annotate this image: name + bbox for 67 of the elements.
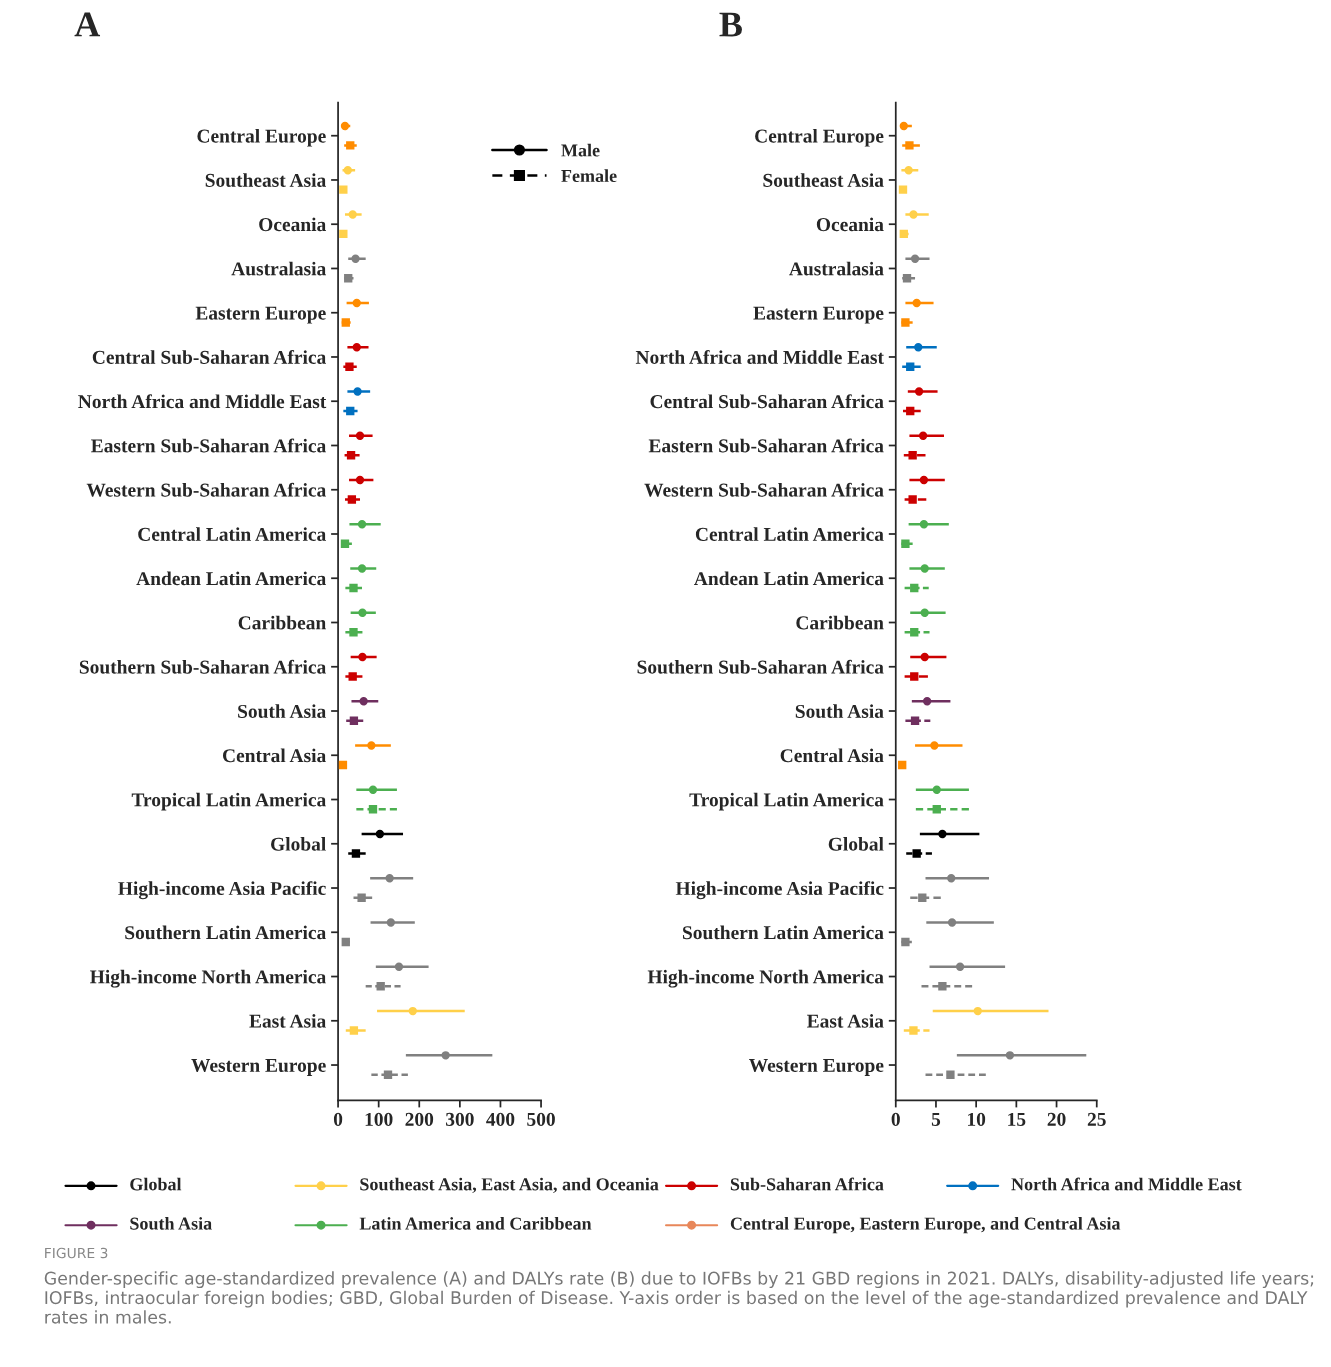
y-tick-label: Western Sub-Saharan Africa xyxy=(86,482,326,497)
y-tick-label: North Africa and Middle East xyxy=(78,394,327,409)
x-tick-label: 200 xyxy=(405,1112,434,1126)
y-tick-label: Western Sub-Saharan Africa xyxy=(644,482,884,497)
y-tick-label: Southern Sub-Saharan Africa xyxy=(79,659,326,674)
y-tick-label: Southeast Asia xyxy=(763,173,884,187)
x-tick-label: 15 xyxy=(1008,1112,1026,1126)
legend-label: Male xyxy=(561,143,600,157)
y-tick-label: Central Europe xyxy=(755,128,884,147)
x-tick-label: 25 xyxy=(1087,1112,1106,1126)
y-tick-label: Eastern Europe xyxy=(753,306,884,324)
chart-title: B xyxy=(719,12,742,37)
x-tick-label: 10 xyxy=(967,1112,986,1126)
category-label: Southeast Asia, East Asia, and Oceania xyxy=(360,1177,659,1194)
y-tick-label: Central Latin America xyxy=(138,527,326,541)
category-label: Latin America and Caribbean xyxy=(359,1216,592,1230)
x-tick-label: 0 xyxy=(333,1112,343,1126)
legend-label: Female xyxy=(561,169,617,183)
x-tick-label: 500 xyxy=(527,1112,555,1126)
y-tick-label: Caribbean xyxy=(238,615,326,630)
x-tick-label: 300 xyxy=(446,1112,474,1126)
y-tick-label: Southern Latin America xyxy=(125,925,326,940)
y-tick-label: Andean Latin America xyxy=(694,571,884,586)
y-tick-label: Australasia xyxy=(789,261,884,276)
x-tick-label: 20 xyxy=(1047,1112,1066,1126)
y-tick-label: South Asia xyxy=(795,704,884,718)
y-tick-label: High-income North America xyxy=(90,969,326,988)
y-tick-label: Global xyxy=(271,837,326,851)
category-label: North Africa and Middle East xyxy=(1011,1177,1242,1191)
y-tick-label: Southern Sub-Saharan Africa xyxy=(637,659,884,674)
y-tick-label: Tropical Latin America xyxy=(689,792,884,811)
caption: FIGURE 3 xyxy=(45,1247,108,1259)
y-tick-label: Southern Latin America xyxy=(682,925,884,940)
y-tick-label: Central Asia xyxy=(222,748,326,763)
y-tick-label: Southeast Asia xyxy=(205,173,326,187)
x-tick-label: 5 xyxy=(931,1113,941,1126)
y-tick-label: Central Europe xyxy=(197,128,326,147)
y-tick-label: Tropical Latin America xyxy=(131,792,326,811)
category-label: Sub-Saharan Africa xyxy=(730,1177,884,1191)
y-tick-label: High-income Asia Pacific xyxy=(118,881,326,900)
y-tick-label: Central Asia xyxy=(780,748,884,763)
y-tick-label: Eastern Europe xyxy=(195,306,326,324)
y-tick-label: East Asia xyxy=(807,1014,884,1028)
x-tick-label: 0 xyxy=(891,1112,900,1126)
y-tick-label: Central Latin America xyxy=(695,527,884,541)
y-tick-label: High-income Asia Pacific xyxy=(675,881,884,900)
x-tick-label: 100 xyxy=(365,1112,393,1126)
y-tick-label: Caribbean xyxy=(796,615,884,630)
y-tick-label: Western Europe xyxy=(749,1059,884,1076)
y-tick-label: Eastern Sub-Saharan Africa xyxy=(91,438,326,453)
y-tick-label: South Asia xyxy=(238,704,326,718)
y-tick-label: Oceania xyxy=(259,217,326,232)
y-tick-label: North Africa and Middle East xyxy=(635,350,884,364)
y-tick-label: Andean Latin America xyxy=(136,571,326,586)
text: Gender-specific age-standardized prevalence (A) and DALYs rate (B) due to IOFBs by 21 GBD regions in 2021. DALYs, disability-adjusted life years; IOFBs, intraocular foreign bodies; GBD, Global Burden of Disease. Y-axis order is based on the level of the age-standardized prevalence and DALY rates in males. xyxy=(44,1271,1314,1324)
chart-title: A xyxy=(74,12,101,37)
y-tick-label: East Asia xyxy=(249,1014,326,1028)
y-tick-label: Western Europe xyxy=(191,1059,326,1076)
y-tick-label: Central Sub-Saharan Africa xyxy=(92,350,326,364)
y-tick-label: Eastern Sub-Saharan Africa xyxy=(648,438,884,453)
y-tick-label: Oceania xyxy=(816,217,884,232)
y-tick-label: High-income North America xyxy=(647,969,884,988)
category-label: Central Europe, Eastern Europe, and Central Asia xyxy=(730,1216,1121,1234)
y-tick-label: Global xyxy=(828,837,884,851)
y-tick-label: Central Sub-Saharan Africa xyxy=(650,394,884,409)
x-tick-label: 400 xyxy=(486,1112,515,1126)
y-tick-label: Australasia xyxy=(231,261,326,276)
